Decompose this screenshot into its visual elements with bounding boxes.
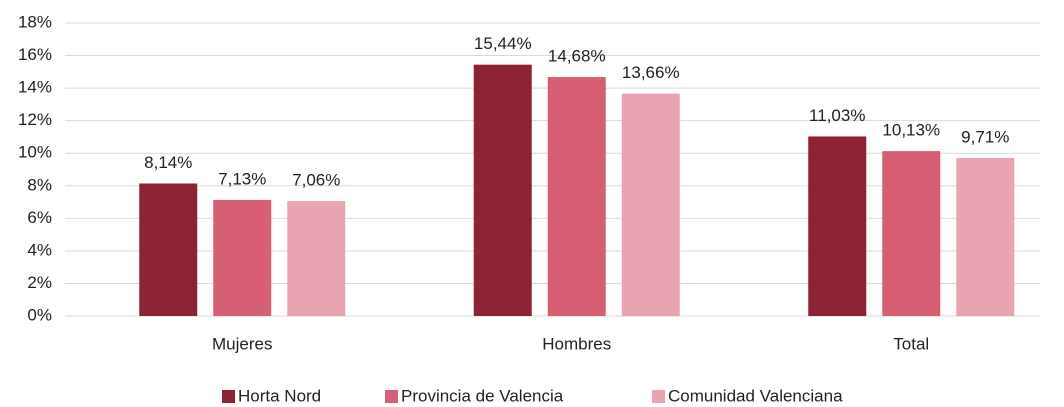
bar: [621, 93, 680, 316]
y-tick-label: 0%: [27, 305, 52, 324]
bar: [956, 157, 1015, 316]
value-label: 13,66%: [622, 63, 680, 82]
x-tick-label: Mujeres: [212, 334, 272, 353]
value-label: 15,44%: [474, 34, 532, 53]
value-label: 10,13%: [882, 121, 940, 140]
legend-swatch: [222, 390, 235, 403]
legend-swatch: [385, 390, 398, 403]
value-label: 7,13%: [218, 169, 266, 188]
value-label: 7,06%: [292, 171, 340, 190]
value-label: 11,03%: [809, 106, 865, 125]
y-tick-label: 8%: [27, 175, 52, 194]
value-label: 8,14%: [144, 153, 192, 172]
value-label: 14,68%: [548, 47, 606, 66]
y-tick-label: 10%: [18, 143, 52, 162]
bar: [808, 136, 867, 316]
y-tick-label: 2%: [27, 273, 52, 292]
bar: [213, 199, 272, 316]
y-tick-label: 14%: [18, 78, 52, 97]
x-tick-label: Hombres: [542, 334, 611, 353]
y-tick-label: 16%: [18, 45, 52, 64]
bar: [547, 77, 606, 316]
legend-swatch: [652, 390, 665, 403]
y-tick-label: 6%: [27, 208, 52, 227]
legend-label: Provincia de Valencia: [401, 386, 564, 405]
legend-label: Comunidad Valenciana: [668, 386, 843, 405]
bar: [882, 151, 941, 316]
y-tick-label: 4%: [27, 240, 52, 259]
x-tick-label: Total: [893, 334, 929, 353]
bar: [139, 183, 198, 316]
legend-label: Horta Nord: [238, 386, 321, 405]
bar: [473, 64, 532, 316]
y-tick-label: 18%: [18, 12, 52, 31]
value-label: 9,71%: [961, 127, 1009, 146]
bar: [287, 201, 346, 316]
y-tick-label: 12%: [18, 110, 52, 129]
